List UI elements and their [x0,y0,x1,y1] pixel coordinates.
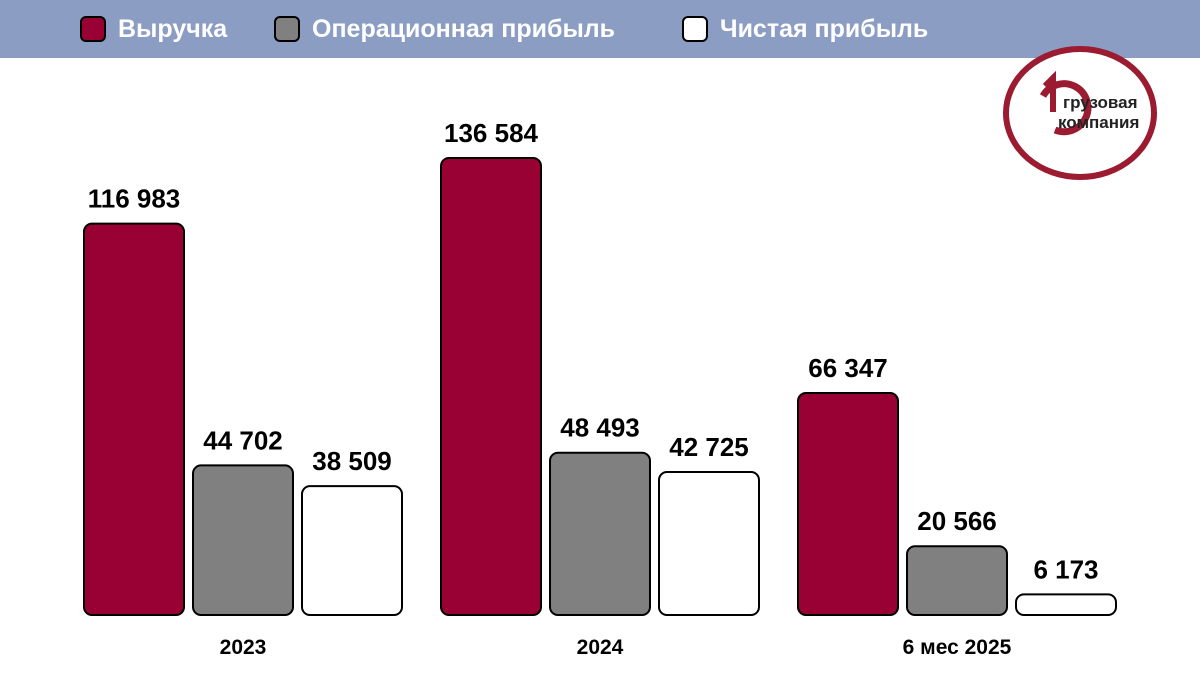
legend-label-net-profit: Чистая прибыль [720,14,929,43]
data-label-revenue-1: 136 584 [444,118,539,148]
data-label-revenue-2: 66 347 [808,353,888,383]
bar-operating-profit-2 [906,545,1008,616]
data-label-net-profit-1: 42 725 [669,432,749,462]
data-label-net-profit-0: 38 509 [312,446,392,476]
data-label-revenue-0: 116 983 [88,184,181,214]
data-label-operating-profit-1: 48 493 [560,413,640,443]
legend-item-revenue: Выручка [80,12,227,46]
legend-item-operating-profit: Операционная прибыль [274,12,615,46]
legend-swatch-net-profit [682,16,708,42]
bar-net-profit-2 [1015,593,1117,616]
bar-operating-profit-0 [192,464,294,616]
legend-swatch-operating-profit [274,16,300,42]
logo-text-line1: грузовая [1063,93,1137,112]
bar-net-profit-1 [658,471,760,616]
data-label-net-profit-2: 6 173 [1033,554,1098,584]
category-label-1: 2024 [577,636,624,659]
category-label-0: 2023 [220,636,267,659]
data-label-operating-profit-0: 44 702 [203,425,283,455]
company-logo: грузовая компания [1003,46,1157,180]
legend-bar: Выручка Операционная прибыль Чистая приб… [0,0,1200,58]
bar-revenue-1 [440,157,542,616]
logo-ring-icon [1003,46,1157,180]
logo-text-line2: компания [1058,113,1139,132]
category-label-2: 6 мес 2025 [903,636,1012,659]
bar-operating-profit-1 [549,451,651,616]
logo-one-icon [1042,70,1056,112]
legend-item-net-profit: Чистая прибыль [682,12,928,46]
bar-revenue-2 [797,392,899,616]
legend-label-operating-profit: Операционная прибыль [312,14,616,43]
bar-revenue-0 [83,222,185,616]
data-label-operating-profit-2: 20 566 [917,506,997,536]
legend-swatch-revenue [80,16,106,42]
bar-net-profit-0 [301,485,403,617]
legend-label-revenue: Выручка [118,14,228,43]
